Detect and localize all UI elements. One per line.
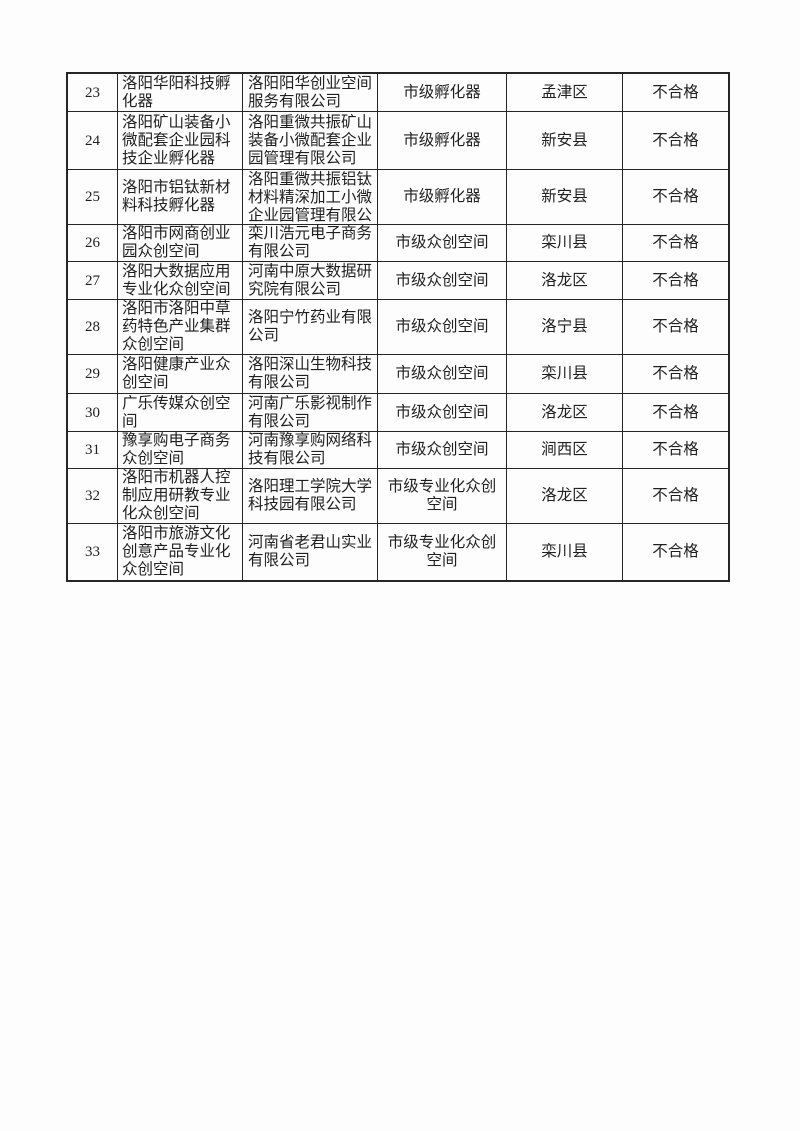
table-row: 25 洛阳市铝钛新材 料科技孵化器 洛阳重微共振铝钛 材料精深加工小微 企业园管…	[68, 170, 728, 225]
row-number-cell: 31	[68, 432, 118, 469]
district-cell: 栾川县	[507, 524, 623, 580]
operating-company-cell: 河南省老君山实业 有限公司	[243, 524, 378, 580]
incubator-name-cell: 洛阳大数据应用 专业化众创空间	[118, 262, 243, 300]
table-row: 27 洛阳大数据应用 专业化众创空间 河南中原大数据研 究院有限公司 市级众创空…	[68, 262, 728, 300]
carrier-type-cell: 市级众创空间	[378, 262, 507, 300]
assessment-result-table: 23 洛阳华阳科技孵 化器 洛阳阳华创业空间 服务有限公司 市级孵化器 孟津区 …	[66, 72, 730, 582]
incubator-name-cell: 洛阳华阳科技孵 化器	[118, 74, 243, 112]
row-number-cell: 27	[68, 262, 118, 300]
row-number-cell: 25	[68, 170, 118, 225]
district-cell: 洛宁县	[507, 300, 623, 355]
incubator-name-cell: 洛阳市机器人控 制应用研教专业 化众创空间	[118, 469, 243, 524]
incubator-name-cell: 洛阳市铝钛新材 料科技孵化器	[118, 170, 243, 225]
carrier-type-cell: 市级孵化器	[378, 170, 507, 225]
operating-company-cell: 洛阳重微共振矿山 装备小微配套企业 园管理有限公司	[243, 112, 378, 170]
row-number-cell: 24	[68, 112, 118, 170]
operating-company-cell: 洛阳理工学院大学 科技园有限公司	[243, 469, 378, 524]
district-cell: 洛龙区	[507, 262, 623, 300]
incubator-name-cell: 洛阳矿山装备小 微配套企业园科 技企业孵化器	[118, 112, 243, 170]
operating-company-cell: 栾川浩元电子商务 有限公司	[243, 225, 378, 262]
incubator-name-cell: 洛阳市洛阳中草 药特色产业集群 众创空间	[118, 300, 243, 355]
row-number-cell: 23	[68, 74, 118, 112]
incubator-name-cell: 洛阳市网商创业 园众创空间	[118, 225, 243, 262]
district-cell: 新安县	[507, 112, 623, 170]
district-cell: 栾川县	[507, 355, 623, 394]
table-row: 26 洛阳市网商创业 园众创空间 栾川浩元电子商务 有限公司 市级众创空间 栾川…	[68, 225, 728, 262]
operating-company-cell: 洛阳深山生物科技 有限公司	[243, 355, 378, 394]
result-cell: 不合格	[623, 225, 728, 262]
operating-company-cell: 洛阳重微共振铝钛 材料精深加工小微 企业园管理有限公 司	[243, 170, 378, 225]
district-cell: 孟津区	[507, 74, 623, 112]
table-row: 32 洛阳市机器人控 制应用研教专业 化众创空间 洛阳理工学院大学 科技园有限公…	[68, 469, 728, 524]
carrier-type-cell: 市级众创空间	[378, 355, 507, 394]
district-cell: 洛龙区	[507, 394, 623, 432]
result-cell: 不合格	[623, 355, 728, 394]
incubator-name-cell: 广乐传媒众创空 间	[118, 394, 243, 432]
carrier-type-cell: 市级孵化器	[378, 74, 507, 112]
table-row: 31 豫享购电子商务 众创空间 河南豫享购网络科 技有限公司 市级众创空间 涧西…	[68, 432, 728, 469]
table-row: 30 广乐传媒众创空 间 河南广乐影视制作 有限公司 市级众创空间 洛龙区 不合…	[68, 394, 728, 432]
row-number-cell: 30	[68, 394, 118, 432]
result-cell: 不合格	[623, 170, 728, 225]
incubator-name-cell: 洛阳市旅游文化 创意产品专业化 众创空间	[118, 524, 243, 580]
carrier-type-cell: 市级众创空间	[378, 225, 507, 262]
carrier-type-cell: 市级众创空间	[378, 432, 507, 469]
district-cell: 新安县	[507, 170, 623, 225]
result-cell: 不合格	[623, 112, 728, 170]
table-row: 28 洛阳市洛阳中草 药特色产业集群 众创空间 洛阳宁竹药业有限 公司 市级众创…	[68, 300, 728, 355]
operating-company-cell: 洛阳阳华创业空间 服务有限公司	[243, 74, 378, 112]
district-cell: 栾川县	[507, 225, 623, 262]
result-cell: 不合格	[652, 543, 699, 560]
result-cell: 不合格	[623, 262, 728, 300]
row-number-cell: 28	[68, 300, 118, 355]
table-row: 23 洛阳华阳科技孵 化器 洛阳阳华创业空间 服务有限公司 市级孵化器 孟津区 …	[68, 74, 728, 112]
row-number-cell: 29	[68, 355, 118, 394]
result-cell: 不合格	[623, 74, 728, 112]
table-row: 33 洛阳市旅游文化 创意产品专业化 众创空间 河南省老君山实业 有限公司 市级…	[68, 524, 728, 580]
result-cell: 不合格	[623, 394, 728, 432]
result-cell: 不合格	[623, 469, 728, 524]
row-number-cell: 26	[68, 225, 118, 262]
incubator-name-cell: 洛阳健康产业众 创空间	[118, 355, 243, 394]
row-number-cell: 33	[68, 524, 118, 580]
operating-company-cell: 洛阳宁竹药业有限 公司	[243, 300, 378, 355]
table-row: 24 洛阳矿山装备小 微配套企业园科 技企业孵化器 洛阳重微共振矿山 装备小微配…	[68, 112, 728, 170]
table-row: 29 洛阳健康产业众 创空间 洛阳深山生物科技 有限公司 市级众创空间 栾川县 …	[68, 355, 728, 394]
carrier-type-cell: 市级孵化器	[378, 112, 507, 170]
operating-company-cell: 河南豫享购网络科 技有限公司	[243, 432, 378, 469]
result-cell: 不合格	[623, 300, 728, 355]
row-number-cell: 32	[68, 469, 118, 524]
carrier-type-cell: 市级众创空间	[378, 394, 507, 432]
carrier-type-cell: 市级专业化众创 空间	[378, 524, 507, 580]
carrier-type-cell: 市级专业化众创 空间	[378, 469, 507, 524]
operating-company-cell: 河南广乐影视制作 有限公司	[243, 394, 378, 432]
result-cell: 不合格	[623, 432, 728, 469]
incubator-name-cell: 豫享购电子商务 众创空间	[118, 432, 243, 469]
operating-company-cell: 河南中原大数据研 究院有限公司	[243, 262, 378, 300]
carrier-type-cell: 市级众创空间	[378, 300, 507, 355]
district-cell: 涧西区	[507, 432, 623, 469]
district-cell: 洛龙区	[507, 469, 623, 524]
